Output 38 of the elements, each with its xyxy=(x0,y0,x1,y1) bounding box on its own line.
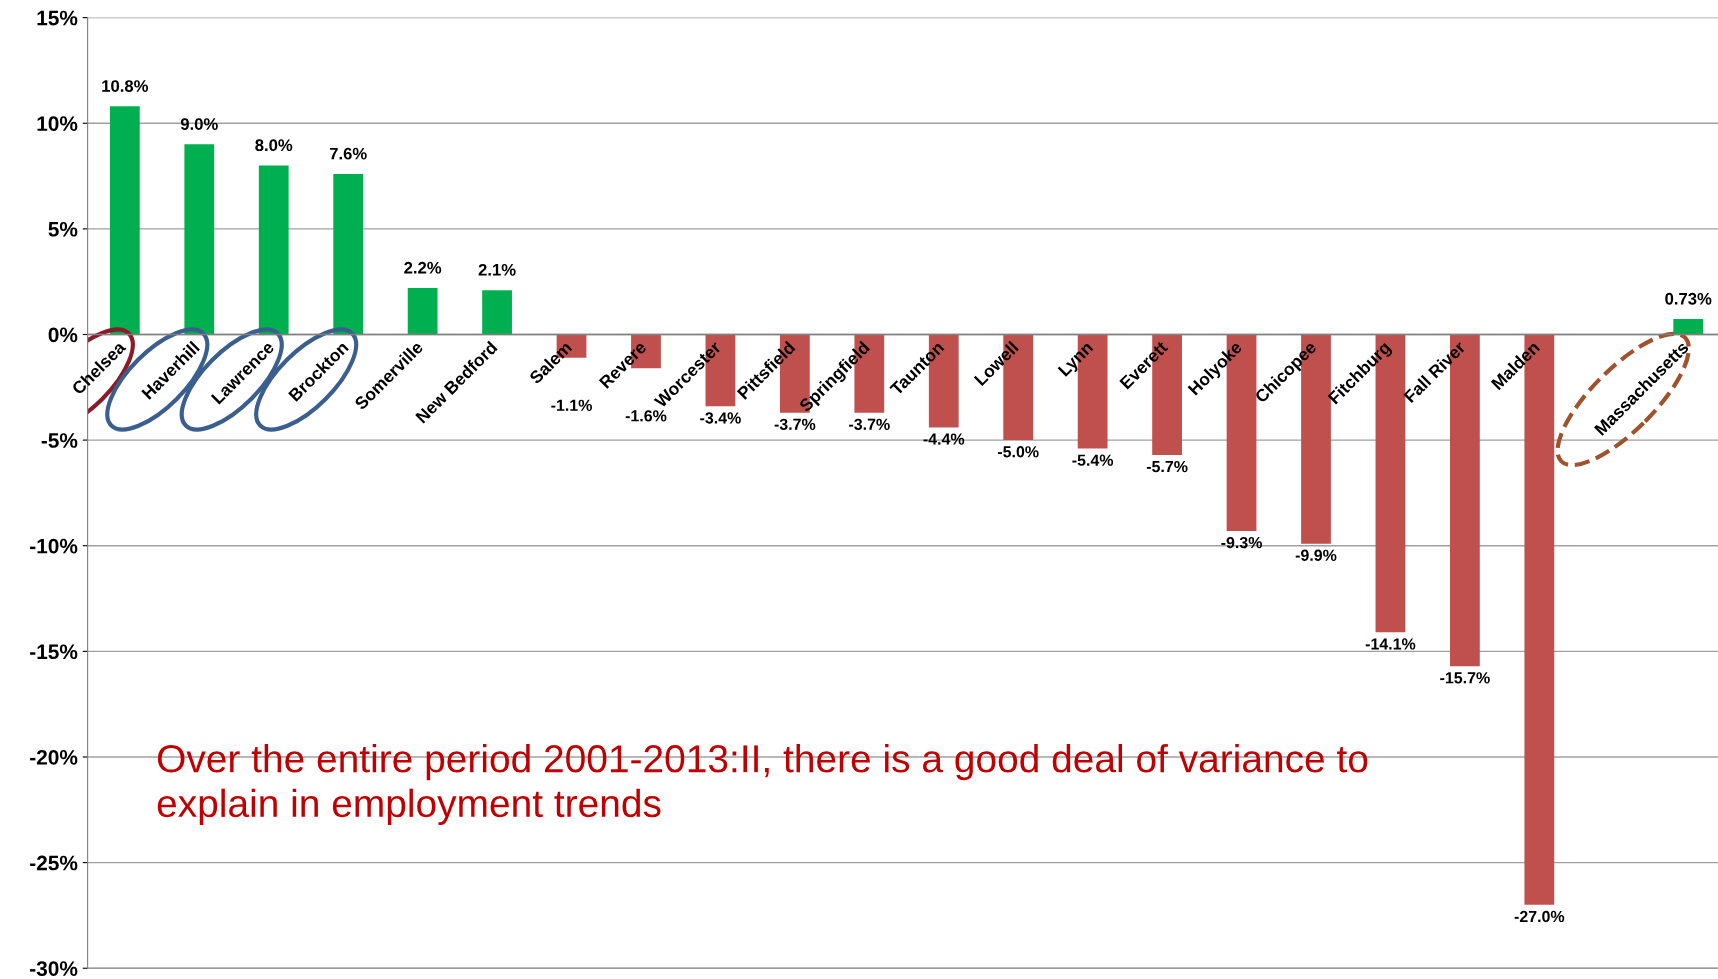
data-label: -14.1% xyxy=(1365,638,1416,650)
bar xyxy=(333,173,364,335)
y-tick-label: -10% xyxy=(30,538,78,554)
data-label: -3.4% xyxy=(700,412,741,424)
data-label: -1.6% xyxy=(625,410,667,422)
y-tick-label: 5% xyxy=(48,221,78,237)
data-label: 0.73% xyxy=(1665,292,1712,305)
data-label: -5.4% xyxy=(1072,454,1114,466)
data-label: -1.1% xyxy=(551,399,592,411)
data-label: 9.0% xyxy=(180,118,218,130)
bar xyxy=(482,290,512,335)
data-label: -15.7% xyxy=(1440,672,1490,684)
data-label: -9.3% xyxy=(1221,536,1262,549)
y-tick-label: 15% xyxy=(37,10,78,26)
y-tick-label: 0% xyxy=(48,327,78,343)
y-tick-label: 10% xyxy=(37,116,78,131)
data-label: 10.8% xyxy=(102,80,149,92)
y-tick-label: -20% xyxy=(30,749,78,765)
data-label: -27.0% xyxy=(1514,910,1565,923)
bar xyxy=(407,288,438,335)
bar xyxy=(258,165,289,335)
bar xyxy=(1673,319,1704,335)
data-label: -4.4% xyxy=(923,433,965,445)
data-label: 2.2% xyxy=(404,261,442,274)
data-label: -3.7% xyxy=(774,418,816,430)
data-label: 8.0% xyxy=(255,139,293,152)
data-label: 2.1% xyxy=(478,263,516,276)
data-label: -5.0% xyxy=(997,446,1039,458)
bar xyxy=(184,144,215,335)
y-tick-label: -25% xyxy=(30,855,78,871)
data-label: -3.7% xyxy=(849,418,890,430)
data-label: -5.7% xyxy=(1146,460,1188,473)
y-tick-label: -15% xyxy=(30,644,78,660)
data-label: 7.6% xyxy=(329,147,367,160)
annotation: Over the entire period 2001-2013:II, there is a good deal of variance to explain in employment trends xyxy=(157,743,1368,825)
y-tick-label: -5% xyxy=(41,433,78,448)
y-tick-label: -30% xyxy=(30,961,78,977)
data-label: -9.9% xyxy=(1295,549,1337,561)
